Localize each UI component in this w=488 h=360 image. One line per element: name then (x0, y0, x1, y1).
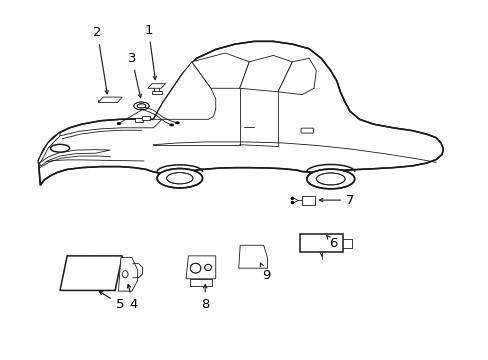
Polygon shape (152, 91, 162, 94)
Ellipse shape (50, 144, 69, 152)
Ellipse shape (137, 104, 145, 108)
Ellipse shape (157, 168, 202, 188)
Text: 5: 5 (99, 292, 124, 311)
Polygon shape (239, 55, 292, 92)
Polygon shape (135, 118, 142, 122)
Ellipse shape (316, 173, 345, 185)
Polygon shape (302, 196, 315, 205)
Polygon shape (40, 150, 110, 166)
Polygon shape (39, 132, 60, 164)
Text: 3: 3 (127, 52, 141, 98)
Polygon shape (98, 97, 122, 102)
Ellipse shape (290, 201, 293, 204)
Polygon shape (185, 256, 215, 279)
Ellipse shape (166, 172, 193, 184)
Polygon shape (153, 62, 215, 119)
Ellipse shape (117, 122, 121, 125)
Polygon shape (300, 234, 343, 252)
Ellipse shape (190, 263, 201, 273)
Text: 8: 8 (201, 284, 209, 311)
FancyBboxPatch shape (301, 128, 313, 133)
Ellipse shape (134, 102, 149, 110)
Polygon shape (118, 258, 137, 291)
Text: 6: 6 (326, 235, 337, 250)
Polygon shape (189, 279, 212, 286)
Ellipse shape (175, 122, 179, 124)
Text: 9: 9 (260, 263, 270, 283)
Text: 7: 7 (319, 194, 354, 207)
Polygon shape (147, 84, 165, 88)
Ellipse shape (204, 264, 211, 271)
Text: 2: 2 (93, 26, 108, 94)
Polygon shape (39, 41, 443, 185)
Text: 4: 4 (127, 284, 137, 311)
Polygon shape (238, 245, 267, 268)
Text: 1: 1 (144, 23, 156, 80)
Polygon shape (142, 117, 150, 120)
Ellipse shape (306, 169, 354, 189)
Ellipse shape (169, 124, 173, 126)
Ellipse shape (122, 271, 128, 278)
Polygon shape (191, 53, 249, 88)
Polygon shape (60, 256, 122, 291)
Ellipse shape (290, 197, 293, 200)
Polygon shape (278, 58, 316, 95)
